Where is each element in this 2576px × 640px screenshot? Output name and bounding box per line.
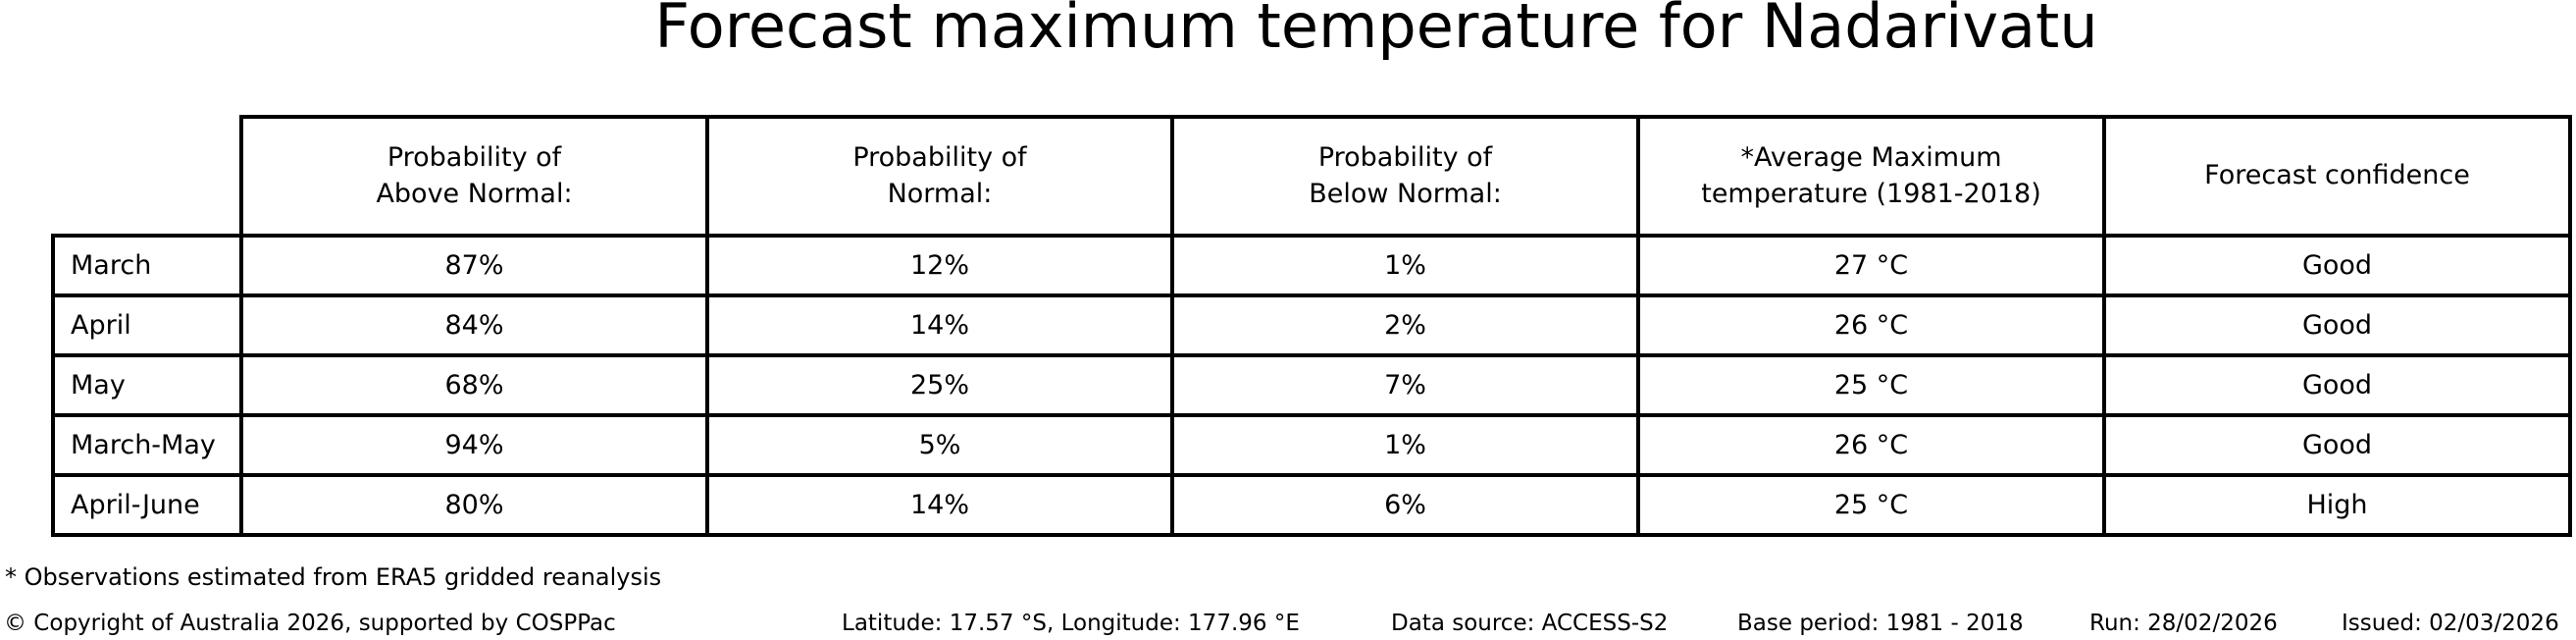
forecast-table: Probability of Above Normal: Probability… bbox=[51, 115, 2572, 537]
col-header-line: *Average Maximum bbox=[1740, 142, 2002, 174]
cell-forecast-confidence: High bbox=[2102, 473, 2572, 537]
col-header-line: Forecast confidence bbox=[2204, 160, 2470, 191]
table-row-march: March 87% 12% 1% 27 °C Good bbox=[51, 234, 2572, 297]
base-period-text: Base period: 1981 - 2018 bbox=[1737, 611, 2024, 636]
cell-average-max-temp: 25 °C bbox=[1636, 353, 2106, 417]
col-header-line: Probability of bbox=[852, 142, 1027, 174]
col-header-line: Normal: bbox=[887, 178, 993, 209]
cell-average-max-temp: 26 °C bbox=[1636, 413, 2106, 477]
cell-above-normal: 68% bbox=[239, 353, 709, 417]
cell-average-max-temp: 27 °C bbox=[1636, 234, 2106, 297]
cell-normal: 14% bbox=[705, 293, 1174, 357]
cell-normal: 25% bbox=[705, 353, 1174, 417]
col-header-line: Probability of bbox=[1317, 142, 1493, 174]
run-date-text: Run: 28/02/2026 bbox=[2089, 611, 2278, 636]
col-header-average-max-temp: *Average Maximum temperature (1981-2018) bbox=[1636, 115, 2106, 238]
cell-average-max-temp: 26 °C bbox=[1636, 293, 2106, 357]
data-source-text: Data source: ACCESS-S2 bbox=[1391, 611, 1669, 636]
cell-forecast-confidence: Good bbox=[2102, 234, 2572, 297]
observations-footnote: * Observations estimated from ERA5 gridd… bbox=[5, 563, 662, 591]
page-title: Forecast maximum temperature for Nadariv… bbox=[654, 0, 2098, 62]
col-header-line: Above Normal: bbox=[376, 178, 573, 209]
col-header-forecast-confidence: Forecast confidence bbox=[2102, 115, 2572, 238]
cell-below-normal: 1% bbox=[1170, 234, 1640, 297]
row-label: April bbox=[51, 293, 243, 357]
col-header-below-normal: Probability of Below Normal: bbox=[1170, 115, 1640, 238]
corner-cell bbox=[53, 117, 241, 236]
table-row-may: May 68% 25% 7% 25 °C Good bbox=[51, 353, 2572, 417]
cell-below-normal: 7% bbox=[1170, 353, 1640, 417]
copyright-text: © Copyright of Australia 2026, supported… bbox=[4, 611, 616, 636]
cell-normal: 14% bbox=[705, 473, 1174, 537]
cell-above-normal: 87% bbox=[239, 234, 709, 297]
col-header-line: Below Normal: bbox=[1309, 178, 1502, 209]
table-row-april-june: April-June 80% 14% 6% 25 °C High bbox=[51, 473, 2572, 537]
cell-normal: 12% bbox=[705, 234, 1174, 297]
location-text: Latitude: 17.57 °S, Longitude: 177.96 °E bbox=[842, 611, 1300, 636]
cell-above-normal: 84% bbox=[239, 293, 709, 357]
cell-above-normal: 80% bbox=[239, 473, 709, 537]
cell-normal: 5% bbox=[705, 413, 1174, 477]
row-label: March-May bbox=[51, 413, 243, 477]
cell-forecast-confidence: Good bbox=[2102, 413, 2572, 477]
cell-average-max-temp: 25 °C bbox=[1636, 473, 2106, 537]
cell-below-normal: 6% bbox=[1170, 473, 1640, 537]
cell-forecast-confidence: Good bbox=[2102, 353, 2572, 417]
row-label: May bbox=[51, 353, 243, 417]
col-header-line: Probability of bbox=[386, 142, 562, 174]
col-header-line: temperature (1981-2018) bbox=[1701, 178, 2041, 209]
table-row-april: April 84% 14% 2% 26 °C Good bbox=[51, 293, 2572, 357]
table-row-march-may: March-May 94% 5% 1% 26 °C Good bbox=[51, 413, 2572, 477]
cell-forecast-confidence: Good bbox=[2102, 293, 2572, 357]
cell-below-normal: 1% bbox=[1170, 413, 1640, 477]
issued-date-text: Issued: 02/03/2026 bbox=[2342, 611, 2559, 636]
row-label: March bbox=[51, 234, 243, 297]
col-header-above-normal: Probability of Above Normal: bbox=[239, 115, 709, 238]
cell-above-normal: 94% bbox=[239, 413, 709, 477]
row-label: April-June bbox=[51, 473, 243, 537]
cell-below-normal: 2% bbox=[1170, 293, 1640, 357]
table-header-row: Probability of Above Normal: Probability… bbox=[53, 115, 2572, 238]
col-header-normal: Probability of Normal: bbox=[705, 115, 1174, 238]
